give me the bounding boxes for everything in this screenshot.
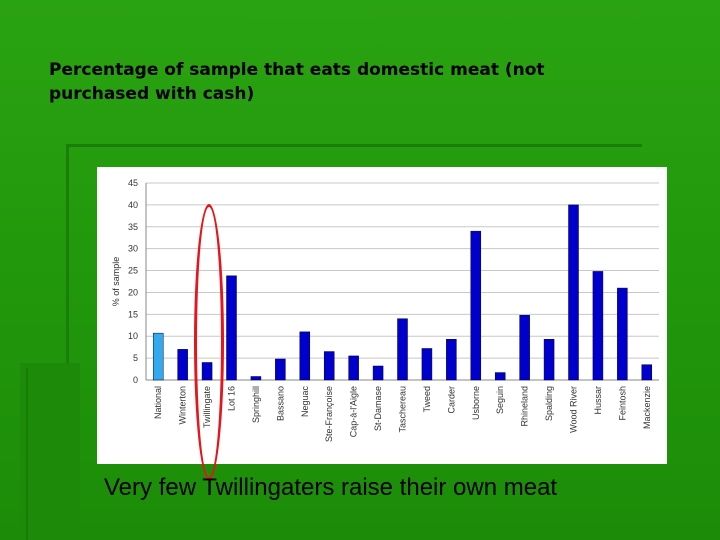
- x-tick-label: Usborne: [471, 386, 481, 420]
- bar: [226, 275, 237, 381]
- y-tick-label: 20: [128, 287, 138, 297]
- x-tick-label: Springhill: [251, 386, 261, 423]
- bar: [299, 331, 311, 381]
- decorative-block: [20, 363, 80, 540]
- x-tick-label: National: [153, 386, 163, 419]
- y-tick-label: 5: [133, 353, 138, 363]
- bar: [177, 349, 188, 381]
- bar: [372, 365, 384, 381]
- y-tick-label: 40: [128, 200, 138, 210]
- y-tick-label: 35: [128, 222, 138, 232]
- bar: [617, 287, 628, 381]
- x-tick-label: Seguin: [495, 386, 505, 414]
- x-tick-label: Mackenzie: [642, 386, 652, 429]
- x-tick-label: Ste-Françoise: [324, 386, 334, 442]
- x-tick-label: Tweed: [422, 386, 432, 413]
- x-tick-label: Cap-à-l'Aigle: [349, 386, 359, 437]
- decorative-line-left: [66, 144, 69, 444]
- x-tick-label: Taschereau: [398, 386, 408, 433]
- decorative-line-top: [66, 144, 642, 147]
- y-axis-label: % of sample: [111, 257, 121, 307]
- slide-caption: Very few Twillingaters raise their own m…: [104, 474, 558, 501]
- bar: [446, 339, 457, 381]
- bar: [348, 355, 359, 381]
- x-tick-label: Feintosh: [617, 386, 627, 421]
- bar: [592, 271, 604, 381]
- slide-title: Percentage of sample that eats domestic …: [49, 60, 545, 104]
- bar: [250, 376, 262, 381]
- y-tick-label: 10: [128, 331, 138, 341]
- bar: [323, 351, 335, 381]
- y-tick-label: 25: [128, 266, 138, 276]
- bar: [641, 364, 653, 381]
- bar: [519, 314, 530, 381]
- x-tick-label: Neguac: [300, 386, 310, 418]
- decorative-stripe: [26, 368, 28, 540]
- x-tick-label: Lot 16: [227, 386, 237, 411]
- x-tick-label: Bassano: [275, 386, 285, 421]
- x-tick-label: Winterton: [178, 386, 188, 425]
- y-tick-label: 0: [133, 375, 138, 385]
- x-tick-label: Rhineland: [520, 386, 530, 427]
- y-tick-label: 15: [128, 309, 138, 319]
- bar: [494, 372, 506, 381]
- bar: [568, 204, 579, 381]
- bar: [543, 339, 555, 381]
- y-tick-label: 45: [128, 178, 138, 188]
- bar: [397, 318, 408, 381]
- x-tick-label: Spalding: [544, 386, 554, 421]
- x-tick-label: Wood River: [569, 386, 579, 433]
- chart-panel: 0 5 10 15 20 25 30 35 40 45 % of sample National Win…: [97, 167, 667, 464]
- y-tick-label: 30: [128, 244, 138, 254]
- x-tick-label: Hussar: [593, 386, 603, 415]
- bar: [275, 358, 286, 381]
- highlight-ellipse: [194, 204, 224, 480]
- bar: [152, 332, 164, 381]
- bar-chart: 0 5 10 15 20 25 30 35 40 45 % of sample National Win…: [111, 178, 659, 442]
- bar: [421, 348, 433, 381]
- x-tick-label: St-Damase: [373, 386, 383, 431]
- x-tick-label: Carder: [446, 386, 456, 414]
- bar: [470, 230, 482, 381]
